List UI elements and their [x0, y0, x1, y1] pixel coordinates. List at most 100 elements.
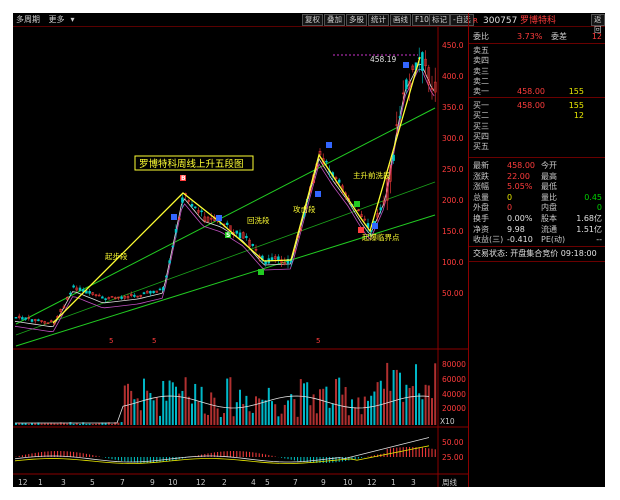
kline-chart[interactable]: 450.0 400.0 350.0 300.0 250.0 200.0 150.… — [13, 27, 468, 487]
candle — [75, 287, 79, 291]
candle — [401, 92, 405, 95]
more-menu[interactable]: 更多 — [48, 15, 65, 24]
volume-bar — [373, 391, 376, 425]
volume-bar — [175, 386, 177, 425]
wave-label-wash: 回洗段 — [247, 215, 270, 225]
remove-watchlist-button[interactable]: -自选 — [450, 14, 474, 26]
separator — [469, 157, 605, 158]
candle — [123, 296, 127, 299]
wave-label-breakout: 起爆临界点 — [362, 232, 400, 242]
stat-value: 1.68亿 — [576, 214, 602, 223]
candle — [433, 81, 437, 93]
x-tick: 7 — [293, 478, 298, 487]
volume-bar — [149, 393, 152, 425]
candle — [72, 285, 75, 288]
candle — [411, 65, 415, 70]
signal-b-marker — [315, 191, 321, 197]
volume-bar — [421, 399, 424, 425]
volume-bar — [315, 413, 318, 425]
overlay-button[interactable]: 叠加 — [324, 14, 345, 26]
back-button[interactable]: 返回 — [591, 14, 605, 34]
stat-value: 1.51亿 — [576, 224, 602, 234]
stock-code: 300757 — [483, 16, 518, 26]
candle — [203, 216, 207, 221]
wave-label-attack: 攻击段 — [293, 204, 316, 214]
volume-bar — [21, 423, 24, 425]
candle — [165, 275, 168, 278]
stat-value: 0.00% — [507, 214, 533, 223]
price-tick: 250.0 — [442, 165, 464, 174]
volume-bar — [98, 423, 101, 425]
stats-row: 涨跌 22.00 最高 — [469, 172, 605, 182]
multi-stock-button[interactable]: 多股 — [346, 14, 367, 26]
candle — [152, 290, 155, 294]
candle — [177, 218, 181, 220]
volume-bar — [69, 422, 72, 425]
multi-period-menu[interactable]: 多周期 — [16, 15, 40, 24]
volume-bar — [197, 401, 200, 425]
signal-s-marker — [258, 269, 264, 275]
volume-bar — [351, 399, 353, 425]
volume-bar — [338, 377, 341, 425]
volume-bar — [120, 422, 123, 425]
volume-bar — [328, 407, 331, 425]
quote-header: R 300757 罗博特科 — [469, 16, 605, 26]
volume-bar — [277, 416, 280, 425]
trade-status: 交易状态: 开盘集合竞价 09:18:00 — [469, 249, 605, 259]
mark-button[interactable]: 标记 — [429, 14, 450, 26]
volume-bar — [152, 400, 155, 425]
volume-bar — [219, 416, 222, 425]
x-tick: 2 — [222, 478, 227, 487]
volume-bar — [319, 389, 321, 425]
candle — [325, 160, 328, 163]
volume-bar — [207, 414, 209, 425]
candle — [337, 179, 341, 183]
chevron-down-icon[interactable]: ▾ — [70, 15, 75, 24]
volume-bar — [56, 423, 59, 425]
restore-rights-button[interactable]: 复权 — [302, 14, 323, 26]
candle — [209, 217, 213, 220]
toolbar-left-menu: 多周期 更多 ▾ — [16, 14, 81, 25]
volume-bar — [117, 422, 120, 425]
candle — [270, 257, 274, 261]
candle — [78, 287, 82, 291]
candle — [254, 248, 258, 251]
stats-row: 外盘 0 内盘 0 — [469, 203, 605, 213]
volume-bar — [187, 396, 190, 425]
sell-level-row: 卖三 — [469, 67, 605, 77]
volume-bar — [200, 386, 203, 425]
volume-bar — [155, 397, 158, 425]
candle — [24, 317, 27, 320]
period-label[interactable]: 周线 — [442, 477, 457, 487]
candle — [117, 296, 120, 299]
candle — [408, 81, 411, 90]
stat-label: 内盘 — [541, 203, 557, 213]
statistics-button[interactable]: 统计 — [368, 14, 389, 26]
candle — [30, 319, 34, 322]
separator — [469, 43, 605, 44]
volume-bar — [386, 362, 389, 425]
volume-bar — [171, 382, 174, 425]
draw-line-button[interactable]: 画线 — [390, 14, 411, 26]
volume-bar — [242, 403, 245, 425]
candle — [357, 209, 360, 212]
volume-bar — [66, 423, 69, 425]
volume-tick: 80000 — [442, 360, 466, 369]
candle — [37, 319, 40, 322]
x-tick: 1 — [391, 478, 396, 487]
candle — [363, 218, 367, 221]
candle — [158, 288, 162, 291]
candle — [133, 294, 136, 297]
x-tick: 12 — [367, 478, 377, 487]
sell-level-row: 卖二 — [469, 77, 605, 87]
candle — [110, 296, 114, 298]
candle — [392, 154, 395, 161]
candle — [17, 315, 21, 319]
volume-bar — [303, 383, 305, 425]
candle — [193, 206, 197, 209]
candle — [155, 290, 159, 293]
candle — [129, 293, 133, 296]
candle — [81, 289, 85, 292]
marker-5: 5 — [152, 337, 156, 345]
stat-value: 5.05% — [507, 182, 533, 192]
